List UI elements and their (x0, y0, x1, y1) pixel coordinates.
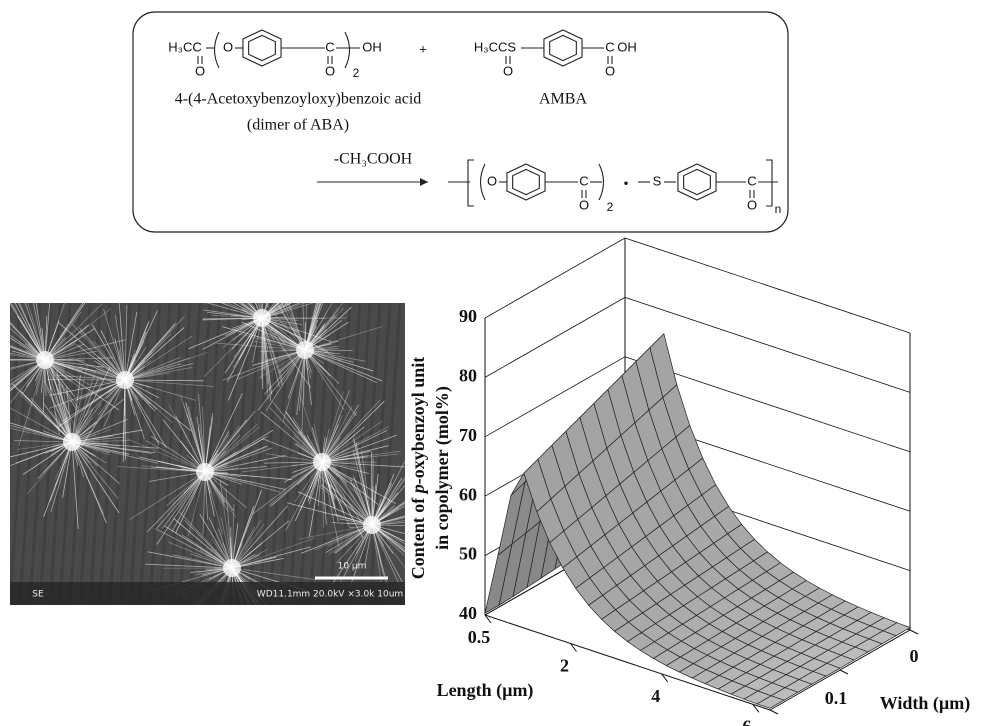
micrograph: 10 µm SE WD11.1mm 20.0kV ×3.0k 10um (0, 242, 456, 648)
atom-label: H₃CCS (474, 39, 516, 54)
x-tick-label: 4 (651, 686, 660, 706)
benzene-inner (249, 35, 276, 60)
atom-label: O (579, 197, 589, 212)
atom-label: O (605, 63, 615, 78)
x-axis-title: Length (µm) (437, 680, 534, 701)
tick-mark (910, 630, 918, 634)
atom-label: C (605, 39, 614, 54)
grid-line (485, 297, 625, 377)
atom-label: OH (362, 39, 382, 54)
fiber-core (296, 341, 314, 359)
y-tick-label: 0 (910, 646, 919, 666)
scale-bar-label: 10 µm (338, 562, 367, 572)
fiber-core (63, 433, 81, 451)
fiber-core (36, 351, 54, 369)
atom-label: O (503, 63, 513, 78)
atom-label: O (487, 173, 497, 188)
fiber-core (313, 453, 331, 471)
subscript: 2 (353, 66, 360, 80)
texture-line (0, 303, 10, 605)
fiber-core (223, 559, 241, 577)
benzene-inner (550, 35, 577, 60)
subscript: 2 (607, 200, 614, 214)
tick-mark (840, 670, 848, 674)
subscript: n (775, 202, 782, 216)
x-tick-label: 0.5 (468, 627, 491, 647)
plus-sign: + (419, 41, 427, 56)
z-axis-title-part: Content of (408, 493, 428, 579)
grid-line (625, 238, 910, 333)
atom-label: C (579, 173, 588, 188)
x-tick-label: 2 (560, 656, 569, 676)
paren (481, 164, 486, 200)
z-tick-label: 50 (459, 544, 477, 564)
bracket (468, 160, 474, 206)
instrument-info: WD11.1mm 20.0kV ×3.0k 10um (257, 590, 403, 600)
z-tick-label: 90 (459, 306, 477, 326)
paren (215, 32, 220, 68)
scheme: H₃CCOOCO2OH+H₃CCSOCOOH4-(4-Acetoxybenzoy… (168, 30, 781, 216)
atom-label: H₃CC (168, 39, 201, 54)
z-tick-label: 70 (459, 425, 477, 445)
atom-label: S (653, 173, 662, 188)
z-tick-label: 40 (459, 603, 477, 623)
z-tick-label: 80 (459, 366, 477, 386)
atom-label: O (747, 197, 757, 212)
junction-dot: • (624, 175, 629, 190)
z-axis-title-part: p (408, 484, 428, 495)
benzene-inner (684, 169, 711, 194)
z-axis-title: Content of p-oxybenzoyl unit (408, 357, 428, 580)
detector-label: SE (32, 590, 44, 600)
atom-label: C (747, 173, 756, 188)
z-axis-title-part: -oxybenzoyl unit (408, 357, 428, 485)
compound-name: AMBA (539, 91, 587, 108)
bracket (766, 160, 772, 206)
grid-line (485, 238, 625, 318)
figure: H₃CCOOCO2OH+H₃CCSOCOOH4-(4-Acetoxybenzoy… (0, 0, 983, 726)
atom-label: O (195, 63, 205, 78)
arrow-head (420, 178, 428, 186)
atom-label: C (325, 39, 334, 54)
byproduct: -CH₃COOH (334, 151, 413, 168)
fiber-core (116, 371, 134, 389)
benzene-inner (513, 169, 540, 194)
tick-mark (770, 710, 778, 714)
y-tick-label: 0.1 (825, 688, 848, 708)
x-tick-label: 6 (742, 716, 751, 726)
y-axis-title: Width (µm) (880, 693, 971, 714)
atom-label: O (325, 63, 335, 78)
fiber-core (196, 463, 214, 481)
z-tick-label: 60 (459, 484, 477, 504)
atom-label: OH (617, 39, 637, 54)
atom-label: O (223, 39, 233, 54)
z-axis-title: in copolymer (mol%) (432, 386, 453, 550)
paren (345, 32, 350, 68)
compound-note: (dimer of ABA) (247, 117, 349, 134)
compound-name: 4-(4-Acetoxybenzoyloxy)benzoic acid (175, 91, 422, 108)
fiber-core (363, 516, 381, 534)
